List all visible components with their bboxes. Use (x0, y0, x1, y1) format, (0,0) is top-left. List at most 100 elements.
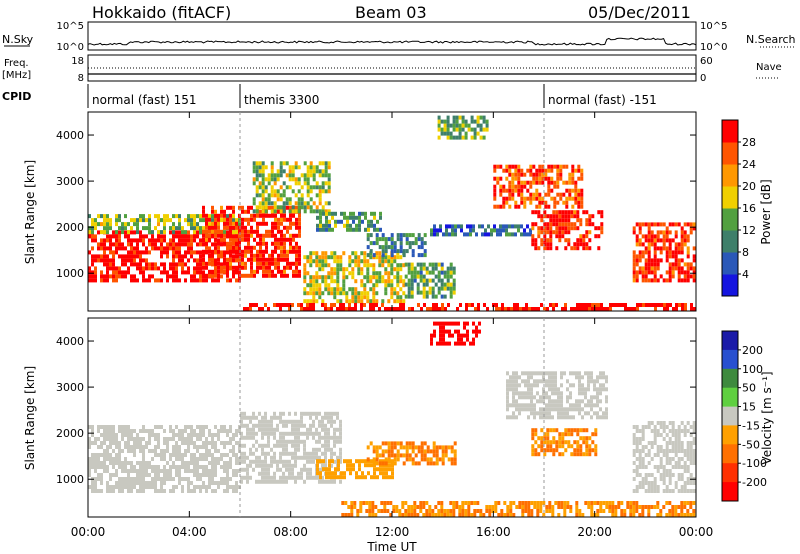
heatmap-cell (217, 429, 220, 433)
heatmap-cell (226, 217, 229, 222)
heatmap-cell (244, 233, 247, 238)
heatmap-cell (671, 513, 675, 517)
heatmap-cell (566, 395, 569, 400)
heatmap-cell (677, 270, 681, 275)
heatmap-cell (142, 238, 145, 243)
heatmap-cell (202, 273, 205, 278)
heatmap-cell (442, 232, 445, 237)
heatmap-cell (184, 238, 187, 243)
heatmap-cell (148, 242, 151, 247)
heatmap-cell (288, 431, 291, 436)
heatmap-cell (683, 469, 687, 473)
heatmap-cell (446, 127, 450, 132)
heatmap-cell (442, 325, 445, 330)
heatmap-cell (226, 441, 229, 445)
heatmap-cell (466, 232, 469, 237)
heatmap-cell (517, 172, 521, 177)
heatmap-cell (384, 251, 388, 256)
heatmap-cell (689, 230, 693, 235)
heatmap-cell (448, 333, 451, 338)
heatmap-cell (686, 465, 690, 469)
heatmap-cell (599, 505, 603, 509)
heatmap-cell (393, 457, 397, 462)
heatmap-cell (521, 395, 524, 400)
heatmap-cell (493, 176, 497, 181)
heatmap-cell (671, 505, 675, 509)
y-tick-label: 4000 (56, 129, 84, 142)
heatmap-cell (112, 465, 115, 469)
heatmap-cell (449, 135, 453, 140)
heatmap-cell (564, 218, 568, 223)
heatmap-cell (641, 485, 645, 489)
heatmap-cell (235, 278, 238, 283)
heatmap-cell (536, 383, 539, 388)
heatmap-cell (271, 225, 274, 230)
heatmap-cell (142, 214, 145, 219)
heatmap-cell (360, 267, 364, 272)
heatmap-cell (270, 177, 274, 182)
heatmap-cell (378, 461, 382, 466)
heatmap-cell (196, 234, 199, 239)
heatmap-cell (327, 275, 331, 280)
heatmap-cell (324, 169, 328, 174)
heatmap-cell (303, 463, 306, 468)
heatmap-cell (121, 449, 124, 453)
heatmap-cell (438, 445, 442, 450)
heatmap-cell (689, 473, 693, 477)
heatmap-cell (324, 255, 328, 260)
heatmap-cell (327, 189, 331, 194)
heatmap-cell (542, 387, 545, 392)
heatmap-cell (594, 428, 598, 433)
colorbar-swatch (722, 425, 738, 445)
heatmap-cell (635, 449, 639, 453)
heatmap-cell (256, 233, 259, 238)
heatmap-cell (636, 303, 639, 307)
heatmap-cell (280, 241, 283, 246)
heatmap-cell (244, 217, 247, 222)
heatmap-cell (295, 205, 298, 210)
heatmap-cell (470, 115, 474, 120)
heatmap-cell (683, 230, 687, 235)
heatmap-cell (669, 303, 672, 307)
heatmap-cell (264, 451, 267, 456)
heatmap-cell (157, 445, 160, 449)
heatmap-cell (169, 226, 172, 231)
heatmap-cell (449, 123, 453, 128)
heatmap-cell (118, 429, 121, 433)
heatmap-cell (208, 473, 211, 477)
heatmap-cell (597, 303, 600, 307)
heatmap-cell (336, 255, 340, 260)
heatmap-cell (458, 513, 462, 517)
heatmap-cell (235, 265, 238, 270)
heatmap-cell (169, 274, 172, 279)
heatmap-cell (434, 513, 438, 517)
heatmap-cell (235, 221, 238, 226)
heatmap-cell (112, 254, 115, 259)
heatmap-cell (437, 119, 441, 124)
heatmap-cell (154, 246, 157, 251)
heatmap-cell (259, 221, 262, 226)
heatmap-cell (193, 230, 196, 235)
heatmap-cell (91, 238, 94, 243)
heatmap-cell (632, 254, 636, 259)
heatmap-cell (594, 448, 598, 453)
heatmap-cell (151, 485, 154, 489)
heatmap-cell (267, 201, 271, 206)
heatmap-cell (223, 221, 226, 226)
heatmap-cell (535, 188, 539, 193)
heatmap-cell (656, 222, 660, 227)
heatmap-cell (555, 444, 559, 449)
heatmap-cell (375, 303, 378, 307)
heatmap-cell (538, 172, 542, 177)
heatmap-cell (659, 222, 663, 227)
heatmap-cell (193, 457, 196, 461)
heatmap-cell (235, 473, 238, 477)
heatmap-cell (160, 218, 163, 223)
heatmap-cell (605, 415, 608, 420)
heatmap-cell (259, 241, 262, 246)
heatmap-cell (597, 307, 600, 311)
heatmap-cell (94, 234, 97, 239)
heatmap-cell (199, 278, 202, 283)
heatmap-cell (199, 226, 202, 231)
